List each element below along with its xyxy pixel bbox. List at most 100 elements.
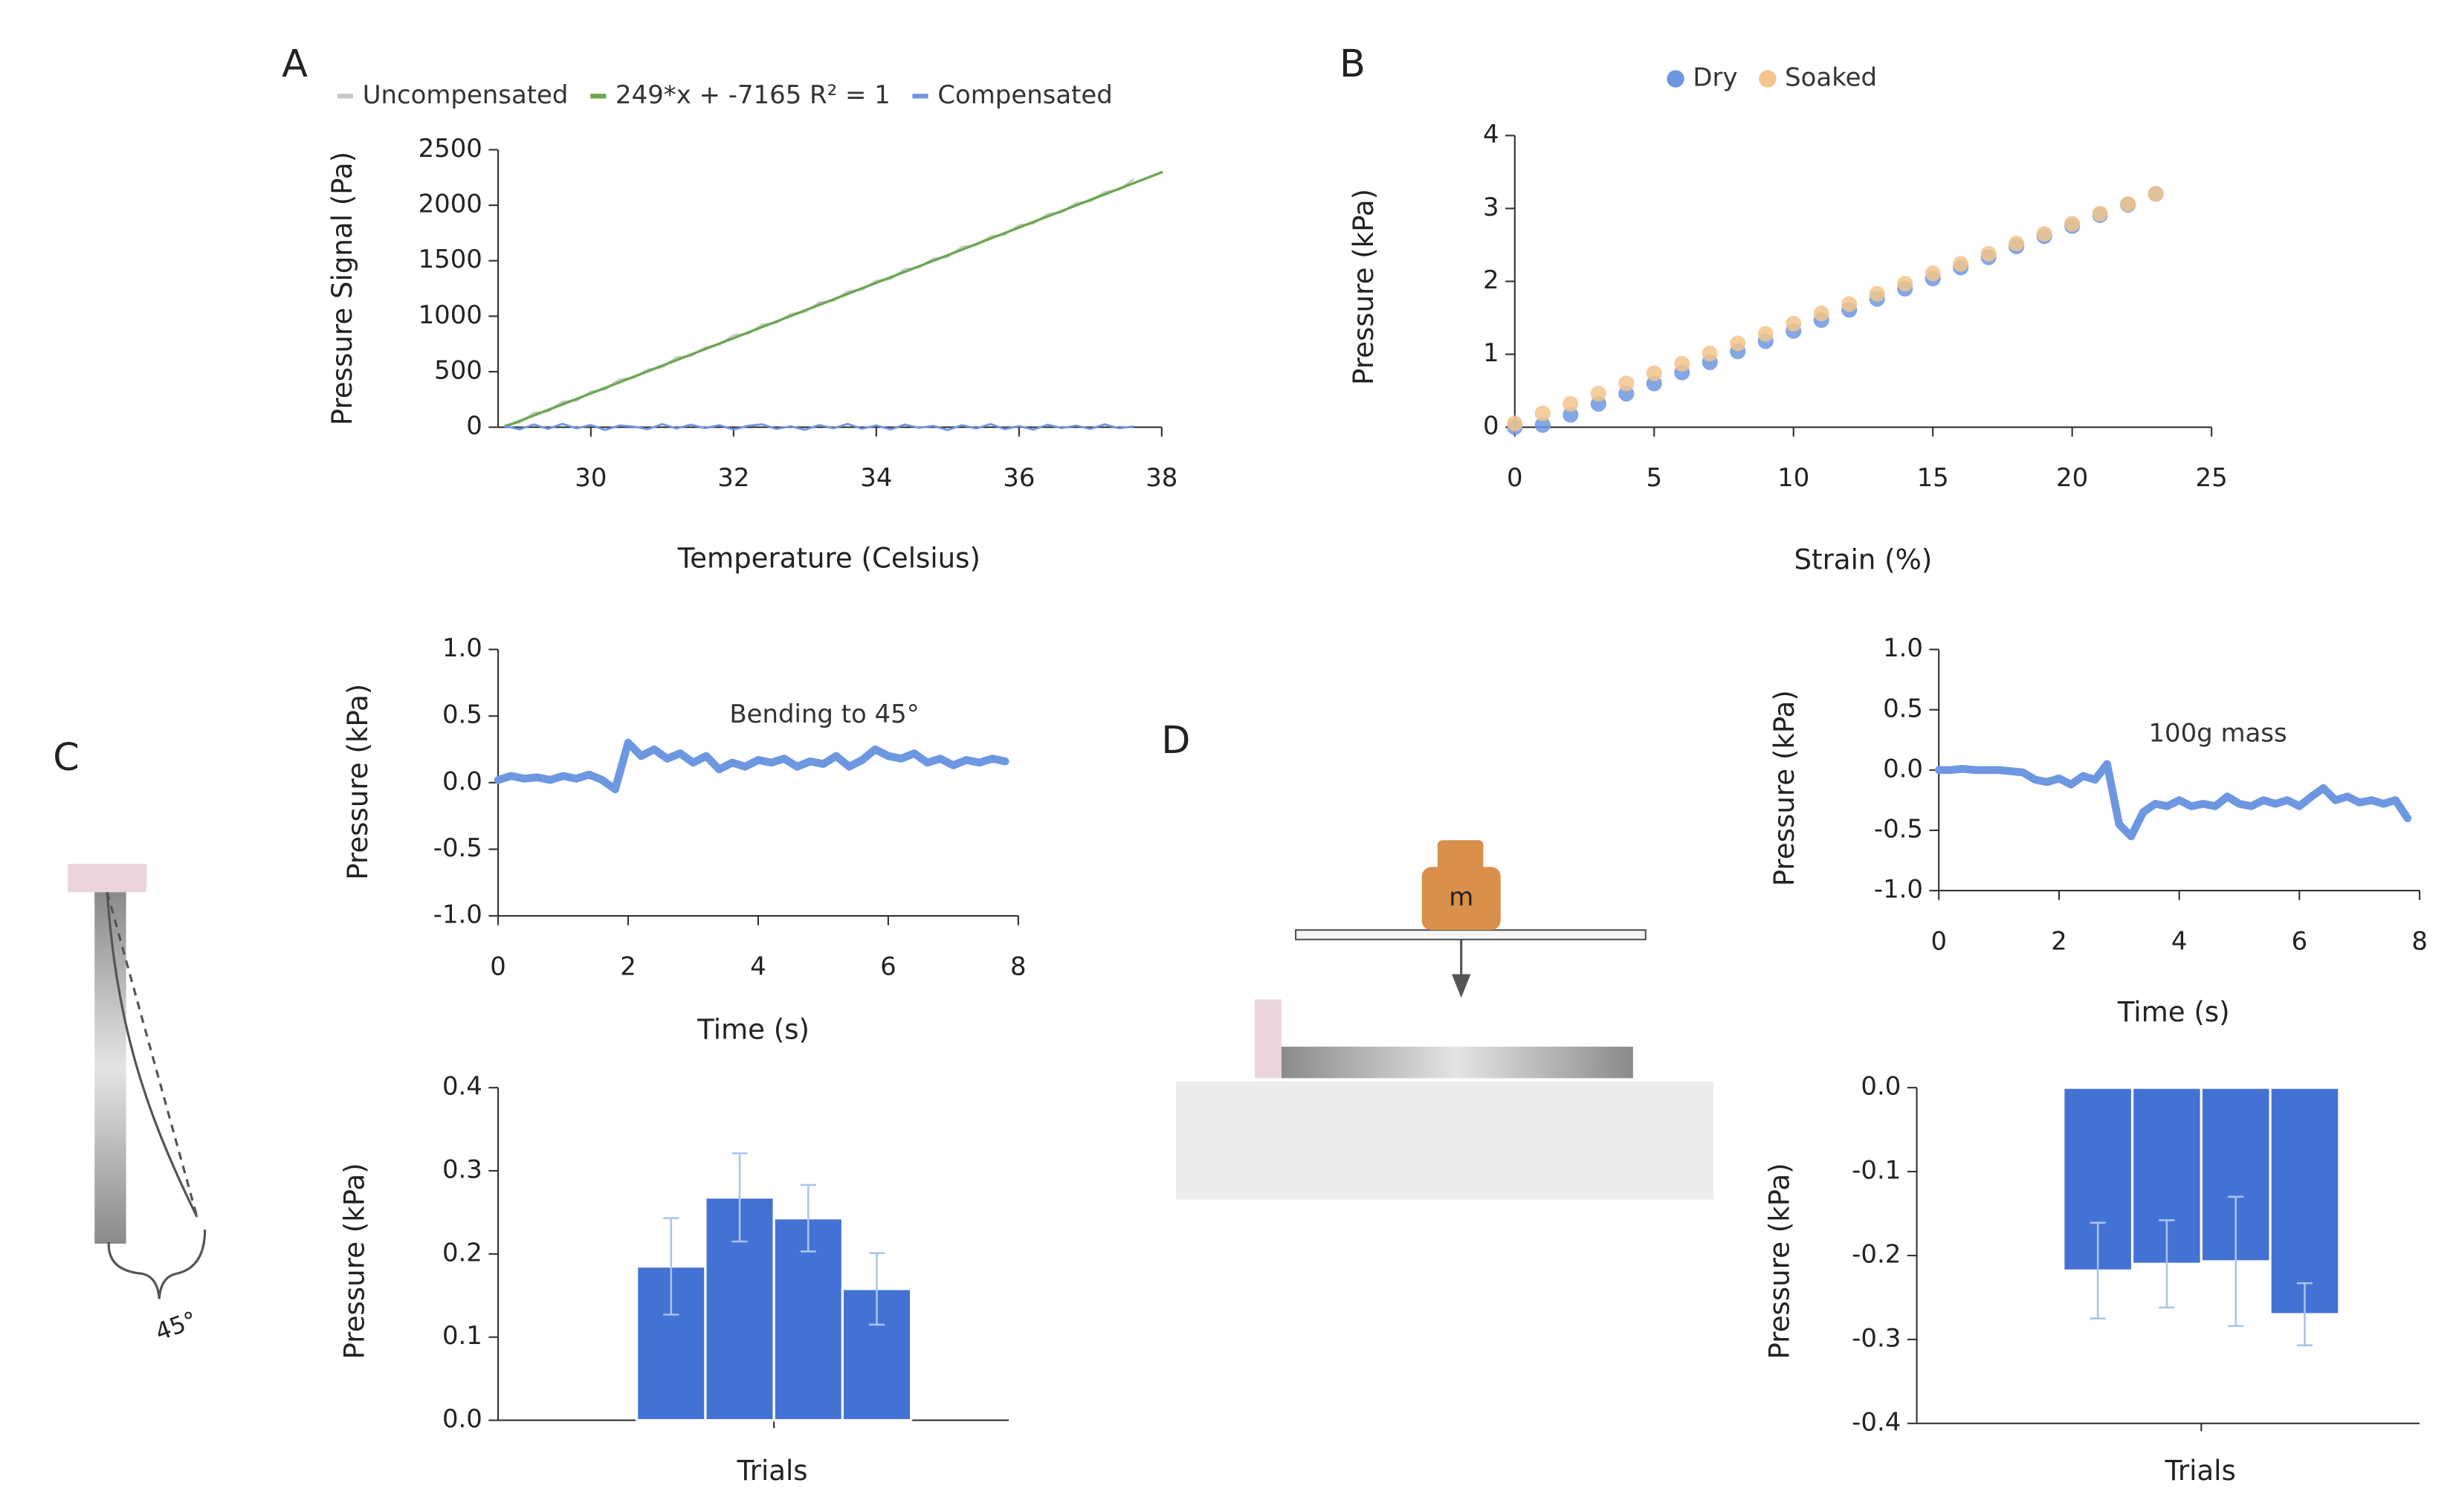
y-tick-label: 1.0 (1883, 633, 1923, 662)
error-bar (2090, 1221, 2106, 1319)
y-tick-label: -0.2 (1852, 1239, 1901, 1268)
y-tick-label: 4 (1483, 120, 1499, 149)
x-axis-title: Temperature (Celsius) (677, 542, 980, 574)
scatter-point (1813, 306, 1829, 322)
bar (2062, 1086, 2134, 1272)
scatter-point (1618, 375, 1635, 392)
scatter-point (1953, 256, 1969, 272)
annotation: 100g mass (2148, 719, 2287, 748)
x-tick-label: 6 (2292, 927, 2308, 956)
y-tick-label: 1000 (419, 300, 482, 329)
diagram-c: 45° (68, 864, 207, 1346)
scatter-point (2120, 196, 2136, 213)
scatter-point (1534, 405, 1551, 421)
x-tick-label: 6 (880, 952, 896, 980)
arrow-head (1451, 974, 1471, 998)
y-axis-title: Pressure (kPa) (342, 684, 374, 880)
scatter-point (2064, 216, 2081, 232)
clamp (1254, 999, 1282, 1079)
y-tick-label: 1500 (419, 245, 482, 274)
chart: -1.0 -0.5 0.0 0.5 1.0 0 2 4 6 8 Time (s) Pressure (… (53, 633, 1026, 1045)
scatter-point (1786, 315, 1802, 332)
sensor-beam (94, 892, 126, 1244)
x-tick-label: 4 (750, 952, 766, 980)
scatter-point (1757, 326, 1774, 342)
x-axis-title: Time (s) (2117, 996, 2230, 1028)
chart: 0 1 2 3 4 0 5 10 15 20 25 Strain (%) Pressure (kPa) B… (1340, 42, 2228, 575)
y-tick-label: 0.0 (442, 766, 482, 795)
y-tick-label: 1.0 (442, 633, 482, 662)
x-axis-title: Strain (%) (1794, 543, 1933, 575)
legend-label: Compensated (937, 80, 1112, 109)
scatter-point (2036, 226, 2052, 242)
y-tick-label: 0.1 (442, 1321, 482, 1350)
error-bar (2159, 1219, 2175, 1309)
y-tick-label: -1.0 (433, 900, 482, 929)
x-tick-label: 20 (2056, 463, 2088, 492)
y-tick-label: -1.0 (1874, 875, 1923, 904)
scatter-point (1980, 245, 1997, 262)
scatter-point (1590, 385, 1606, 402)
y-tick-label: -0.5 (433, 833, 482, 862)
scatter-point (1869, 285, 1885, 302)
annotation: Bending to 45° (729, 700, 919, 728)
clamp (68, 864, 147, 893)
mass-label: m (1449, 882, 1473, 911)
legend-label: Uncompensated (363, 80, 569, 109)
mass-body (1421, 867, 1501, 931)
y-tick-label: -0.4 (1852, 1407, 1901, 1436)
scatter-point (1841, 296, 1858, 312)
y-axis-title: Pressure (kPa) (339, 1163, 371, 1359)
y-axis-title: Pressure (kPa) (1768, 690, 1800, 886)
x-tick-label: 8 (1010, 952, 1027, 980)
y-tick-label: 3 (1483, 193, 1499, 222)
scatter-point (1674, 355, 1690, 372)
y-tick-label: 0.0 (442, 1404, 482, 1433)
panel-label: C (53, 736, 80, 780)
scatter-point (1563, 407, 1579, 423)
angle-label: 45° (152, 1306, 201, 1346)
bent-beam (106, 892, 198, 1218)
x-tick-label: 4 (2171, 927, 2188, 956)
legend-marker (1667, 70, 1684, 88)
x-tick-label: 25 (2196, 463, 2228, 492)
x-axis-title: Trials (736, 1455, 807, 1487)
panel-label: D (1161, 719, 1190, 763)
y-tick-label: 2000 (419, 190, 482, 219)
y-tick-label: 0 (1483, 411, 1499, 440)
sensor-beam (1281, 1047, 1633, 1079)
mass-top (1437, 840, 1484, 872)
scatter-point (1534, 417, 1551, 433)
x-tick-label: 36 (1003, 463, 1035, 492)
y-tick-label: -0.5 (1874, 814, 1923, 843)
table (1175, 1081, 1713, 1200)
panel-label: A (282, 42, 308, 86)
series-line (503, 171, 1163, 428)
y-tick-label: -0.1 (1852, 1156, 1901, 1185)
y-tick-label: 500 (434, 356, 482, 385)
scatter-point (2092, 205, 2108, 222)
x-tick-label: 15 (1917, 463, 1949, 492)
x-tick-label: 30 (575, 463, 607, 492)
y-tick-label: -0.3 (1852, 1323, 1901, 1352)
x-tick-label: 32 (717, 463, 749, 492)
x-tick-label: 0 (490, 952, 506, 980)
x-tick-label: 5 (1646, 463, 1662, 492)
y-axis-title: Pressure (kPa) (1348, 189, 1380, 385)
chart: 0.0 0.1 0.2 0.3 0.4 Trials Pressure (kPa) (339, 1072, 1009, 1487)
series-line (494, 738, 1009, 794)
x-tick-label: 0 (1507, 463, 1523, 492)
legend-label: Soaked (1785, 63, 1877, 92)
error-bar (663, 1217, 679, 1316)
x-axis-title: Time (s) (697, 1013, 810, 1045)
scatter-point (1925, 265, 1941, 282)
error-bar (2296, 1282, 2313, 1347)
panel-label: B (1340, 42, 1366, 86)
x-tick-label: 0 (1930, 927, 1947, 956)
chart: 0 500 1000 1500 2000 2500 30 32 34 36 38 Temperatur… (282, 42, 1177, 574)
error-bar (731, 1152, 748, 1243)
series-line (504, 178, 1134, 427)
bar (2269, 1086, 2341, 1316)
